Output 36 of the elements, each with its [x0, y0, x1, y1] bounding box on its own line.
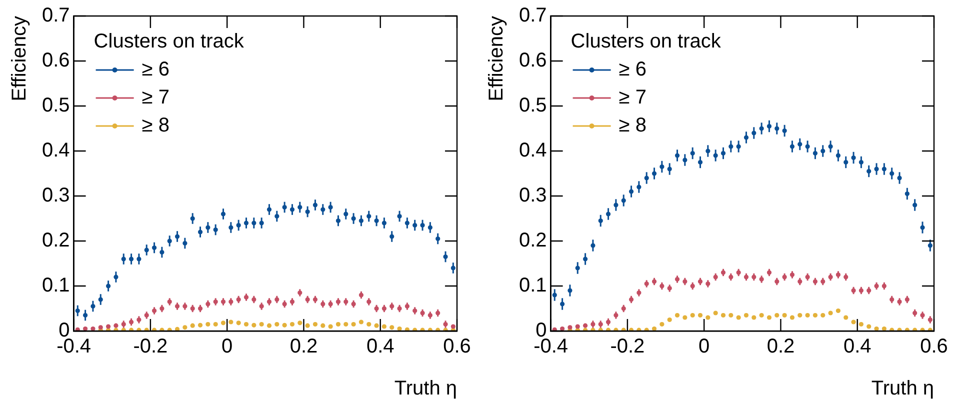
x-tick-label: 0	[698, 336, 710, 358]
x-tick-label: 0.2	[290, 336, 318, 358]
y-tick-label: 0.7	[42, 4, 70, 27]
x-tick-label: -0.2	[133, 336, 168, 358]
x-tick-label: 0.2	[766, 336, 795, 358]
y-tick-label: 0.5	[518, 94, 547, 117]
y-axis-title: Efficiency	[486, 16, 508, 102]
y-tick-label: 0.3	[518, 184, 547, 207]
x-tick-label: 0.6	[443, 336, 471, 358]
legend-label: ≥ 8	[618, 114, 646, 137]
y-tick-label: 0.6	[42, 50, 70, 72]
y-tick-label: 0.2	[518, 230, 547, 252]
legend-label: ≥ 6	[618, 58, 646, 81]
y-tick-label: 0.1	[42, 274, 70, 297]
x-axis-title: Truth η	[871, 378, 934, 400]
x-tick-label: 0.4	[366, 336, 394, 358]
x-tick-label: -0.2	[610, 336, 645, 358]
x-axis-title: Truth η	[394, 378, 457, 400]
y-tick-label: 0.6	[518, 50, 547, 72]
legend-title: Clusters on track	[94, 30, 245, 53]
legend-label: ≥ 8	[142, 114, 170, 137]
y-tick-label: 0.3	[42, 184, 70, 207]
y-axis-title: Efficiency	[8, 16, 31, 102]
x-tick-label: 0.4	[843, 336, 872, 358]
y-tick-label: 0.7	[518, 4, 547, 27]
legend-label: ≥ 7	[618, 86, 646, 109]
x-tick-label: 0	[222, 336, 233, 358]
y-tick-label: 0.5	[42, 94, 70, 117]
y-tick-label: 0.2	[42, 230, 70, 252]
x-tick-label: 0.6	[920, 336, 948, 358]
y-tick-label: 0.1	[518, 274, 547, 297]
legend-title: Clusters on track	[570, 30, 722, 53]
legend-label: ≥ 6	[142, 58, 170, 81]
y-tick-label: 0.4	[518, 140, 547, 162]
legend-label: ≥ 7	[142, 86, 170, 109]
y-tick-label: 0.4	[42, 140, 70, 162]
